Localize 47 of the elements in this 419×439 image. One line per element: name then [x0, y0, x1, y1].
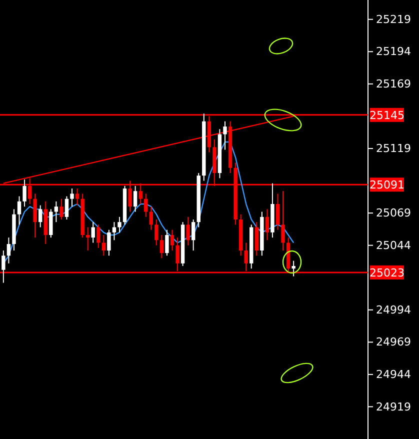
candlestick — [254, 222, 258, 256]
y-tick-label: 24969 — [376, 336, 411, 349]
candlestick — [265, 208, 270, 241]
candlestick — [107, 229, 111, 256]
candlestick — [75, 188, 80, 206]
candlestick — [49, 208, 53, 238]
candlestick — [70, 188, 74, 208]
y-tick-label: 24994 — [376, 303, 411, 316]
ref-line-label: 25023 — [370, 266, 404, 280]
y-tick-label: 25044 — [376, 238, 411, 252]
candlestick — [22, 178, 26, 208]
candlestick — [91, 222, 95, 244]
candlestick — [6, 237, 11, 264]
candlestick — [86, 226, 90, 251]
candlestick — [292, 260, 296, 277]
candlestick — [276, 193, 280, 230]
ref-line-label: 25145 — [370, 108, 404, 122]
candlestick — [281, 190, 285, 251]
candlestick — [54, 200, 58, 223]
candlestick — [102, 234, 106, 256]
candlestick — [160, 234, 164, 259]
candlestick — [191, 219, 196, 251]
candlestick — [96, 224, 100, 248]
candlestick — [133, 185, 138, 212]
candlestick — [149, 206, 153, 230]
candlestick — [2, 250, 6, 284]
candlestick — [17, 196, 22, 226]
y-tick-label: 25069 — [376, 206, 411, 220]
y-tick-label: 25194 — [376, 45, 411, 58]
y-tick-label: 25119 — [376, 142, 411, 156]
candlestick — [154, 219, 158, 246]
y-tick-label: 24919 — [376, 400, 411, 414]
candlestick — [165, 229, 169, 256]
ref-line-label: 25091 — [370, 178, 404, 192]
y-tick-label: 25219 — [376, 12, 411, 26]
candlestick — [33, 193, 37, 238]
candlestick — [144, 193, 148, 218]
candlestick — [170, 229, 174, 251]
y-tick-label: 25169 — [376, 77, 411, 90]
candlestick — [64, 196, 69, 220]
candlestick — [112, 222, 116, 241]
y-tick-label: 24944 — [376, 368, 411, 381]
candlestick — [223, 120, 227, 150]
candlestick — [118, 216, 122, 233]
candlestick — [60, 198, 64, 220]
candlestick — [38, 204, 42, 228]
candlestick — [186, 216, 190, 246]
